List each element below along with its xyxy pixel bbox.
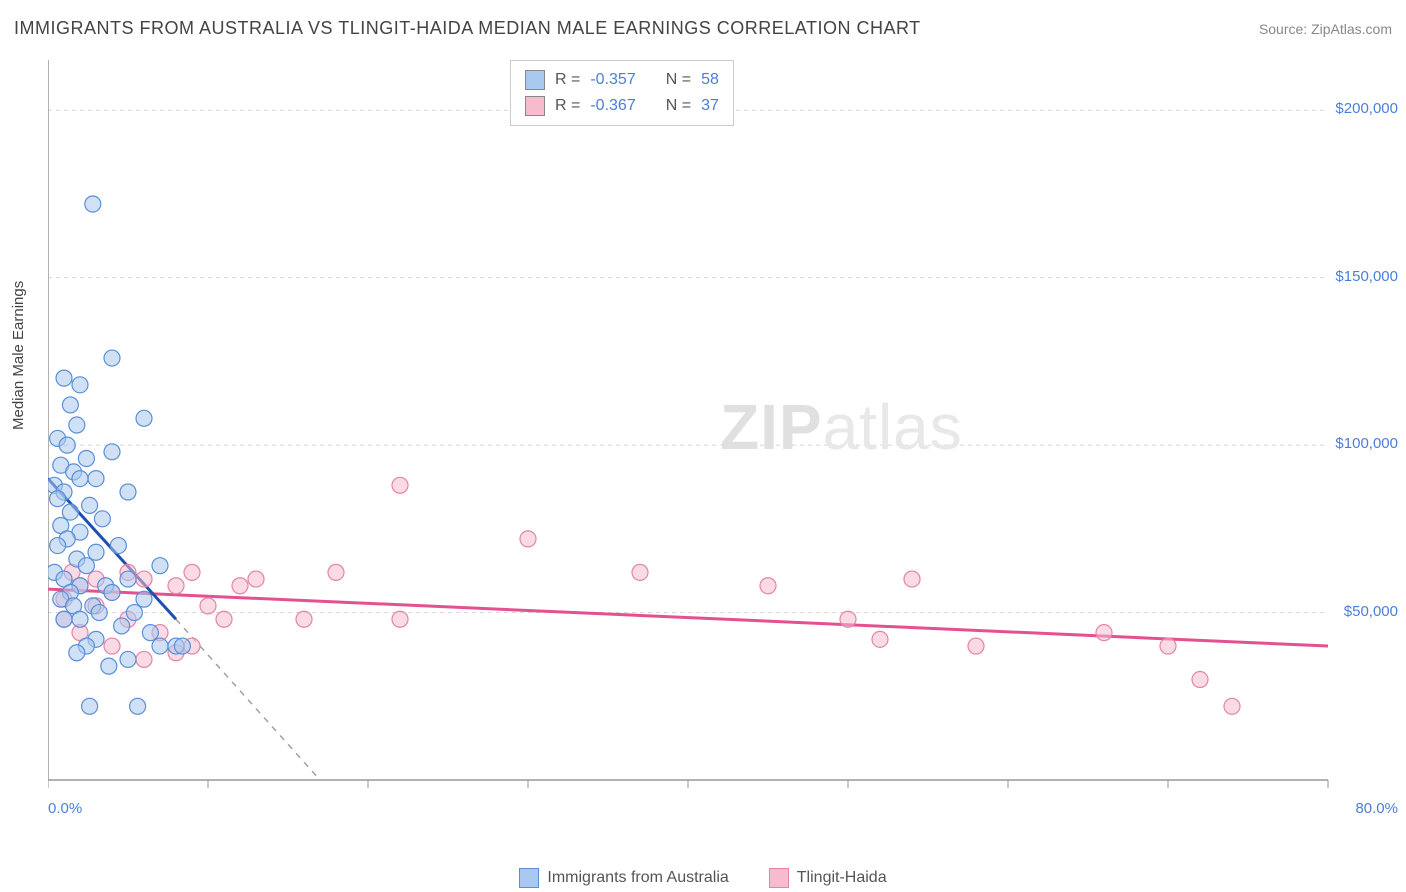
data-point [872,631,888,647]
legend-item: Tlingit-Haida [769,868,887,888]
r-value: -0.357 [590,67,635,93]
data-point [520,531,536,547]
chart-title: IMMIGRANTS FROM AUSTRALIA VS TLINGIT-HAI… [14,18,921,39]
chart-area: $50,000$100,000$150,000$200,0000.0%80.0% [48,60,1368,800]
data-point [152,558,168,574]
data-point [840,611,856,627]
n-label: N = [666,67,691,93]
data-point [72,471,88,487]
data-point [136,591,152,607]
data-point [392,611,408,627]
data-point [216,611,232,627]
stats-legend: R = -0.357 N = 58 R = -0.367 N = 37 [510,60,734,126]
data-point [168,578,184,594]
data-point [56,370,72,386]
data-point [126,605,142,621]
legend-label: Tlingit-Haida [797,869,887,887]
source-label: Source: ZipAtlas.com [1259,21,1392,37]
data-point [136,651,152,667]
data-point [56,611,72,627]
data-point [200,598,216,614]
legend-item: Immigrants from Australia [519,868,728,888]
legend-swatch [525,96,545,116]
data-point [142,625,158,641]
r-label: R = [555,93,580,119]
data-point [130,698,146,714]
r-label: R = [555,67,580,93]
data-point [104,444,120,460]
data-point [110,538,126,554]
data-point [174,638,190,654]
data-point [78,558,94,574]
data-point [296,611,312,627]
data-point [104,584,120,600]
data-point [82,698,98,714]
data-point [136,410,152,426]
legend-label: Immigrants from Australia [547,869,728,887]
data-point [50,491,66,507]
legend-swatch [525,70,545,90]
data-point [760,578,776,594]
y-tick-label: $50,000 [1344,603,1398,620]
data-point [136,571,152,587]
data-point [88,471,104,487]
data-point [1192,672,1208,688]
data-point [968,638,984,654]
y-axis-title: Median Male Earnings [10,281,27,430]
data-point [184,564,200,580]
data-point [104,638,120,654]
data-point [69,645,85,661]
y-tick-label: $200,000 [1335,100,1398,117]
data-point [94,511,110,527]
r-value: -0.367 [590,93,635,119]
data-point [72,611,88,627]
data-point [632,564,648,580]
data-point [59,437,75,453]
data-point [1160,638,1176,654]
data-point [82,497,98,513]
n-value: 37 [701,93,719,119]
scatter-plot [48,60,1368,800]
n-label: N = [666,93,691,119]
data-point [120,484,136,500]
data-point [88,544,104,560]
data-point [104,350,120,366]
stats-row: R = -0.357 N = 58 [525,67,719,93]
n-value: 58 [701,67,719,93]
data-point [248,571,264,587]
legend-swatch [769,868,789,888]
x-max-label: 80.0% [1355,800,1398,817]
legend-swatch [519,868,539,888]
series-legend: Immigrants from Australia Tlingit-Haida [0,868,1406,888]
data-point [101,658,117,674]
data-point [152,638,168,654]
data-point [232,578,248,594]
data-point [120,651,136,667]
data-point [85,196,101,212]
data-point [120,571,136,587]
data-point [1096,625,1112,641]
data-point [62,397,78,413]
data-point [69,417,85,433]
data-point [50,538,66,554]
data-point [392,477,408,493]
y-tick-label: $100,000 [1335,435,1398,452]
x-min-label: 0.0% [48,800,82,817]
data-point [114,618,130,634]
data-point [904,571,920,587]
trendline-tlingit [48,589,1328,646]
data-point [328,564,344,580]
y-tick-label: $150,000 [1335,268,1398,285]
data-point [72,377,88,393]
data-point [78,451,94,467]
data-point [1224,698,1240,714]
data-point [62,504,78,520]
stats-row: R = -0.367 N = 37 [525,93,719,119]
header: IMMIGRANTS FROM AUSTRALIA VS TLINGIT-HAI… [14,18,1392,39]
data-point [91,605,107,621]
